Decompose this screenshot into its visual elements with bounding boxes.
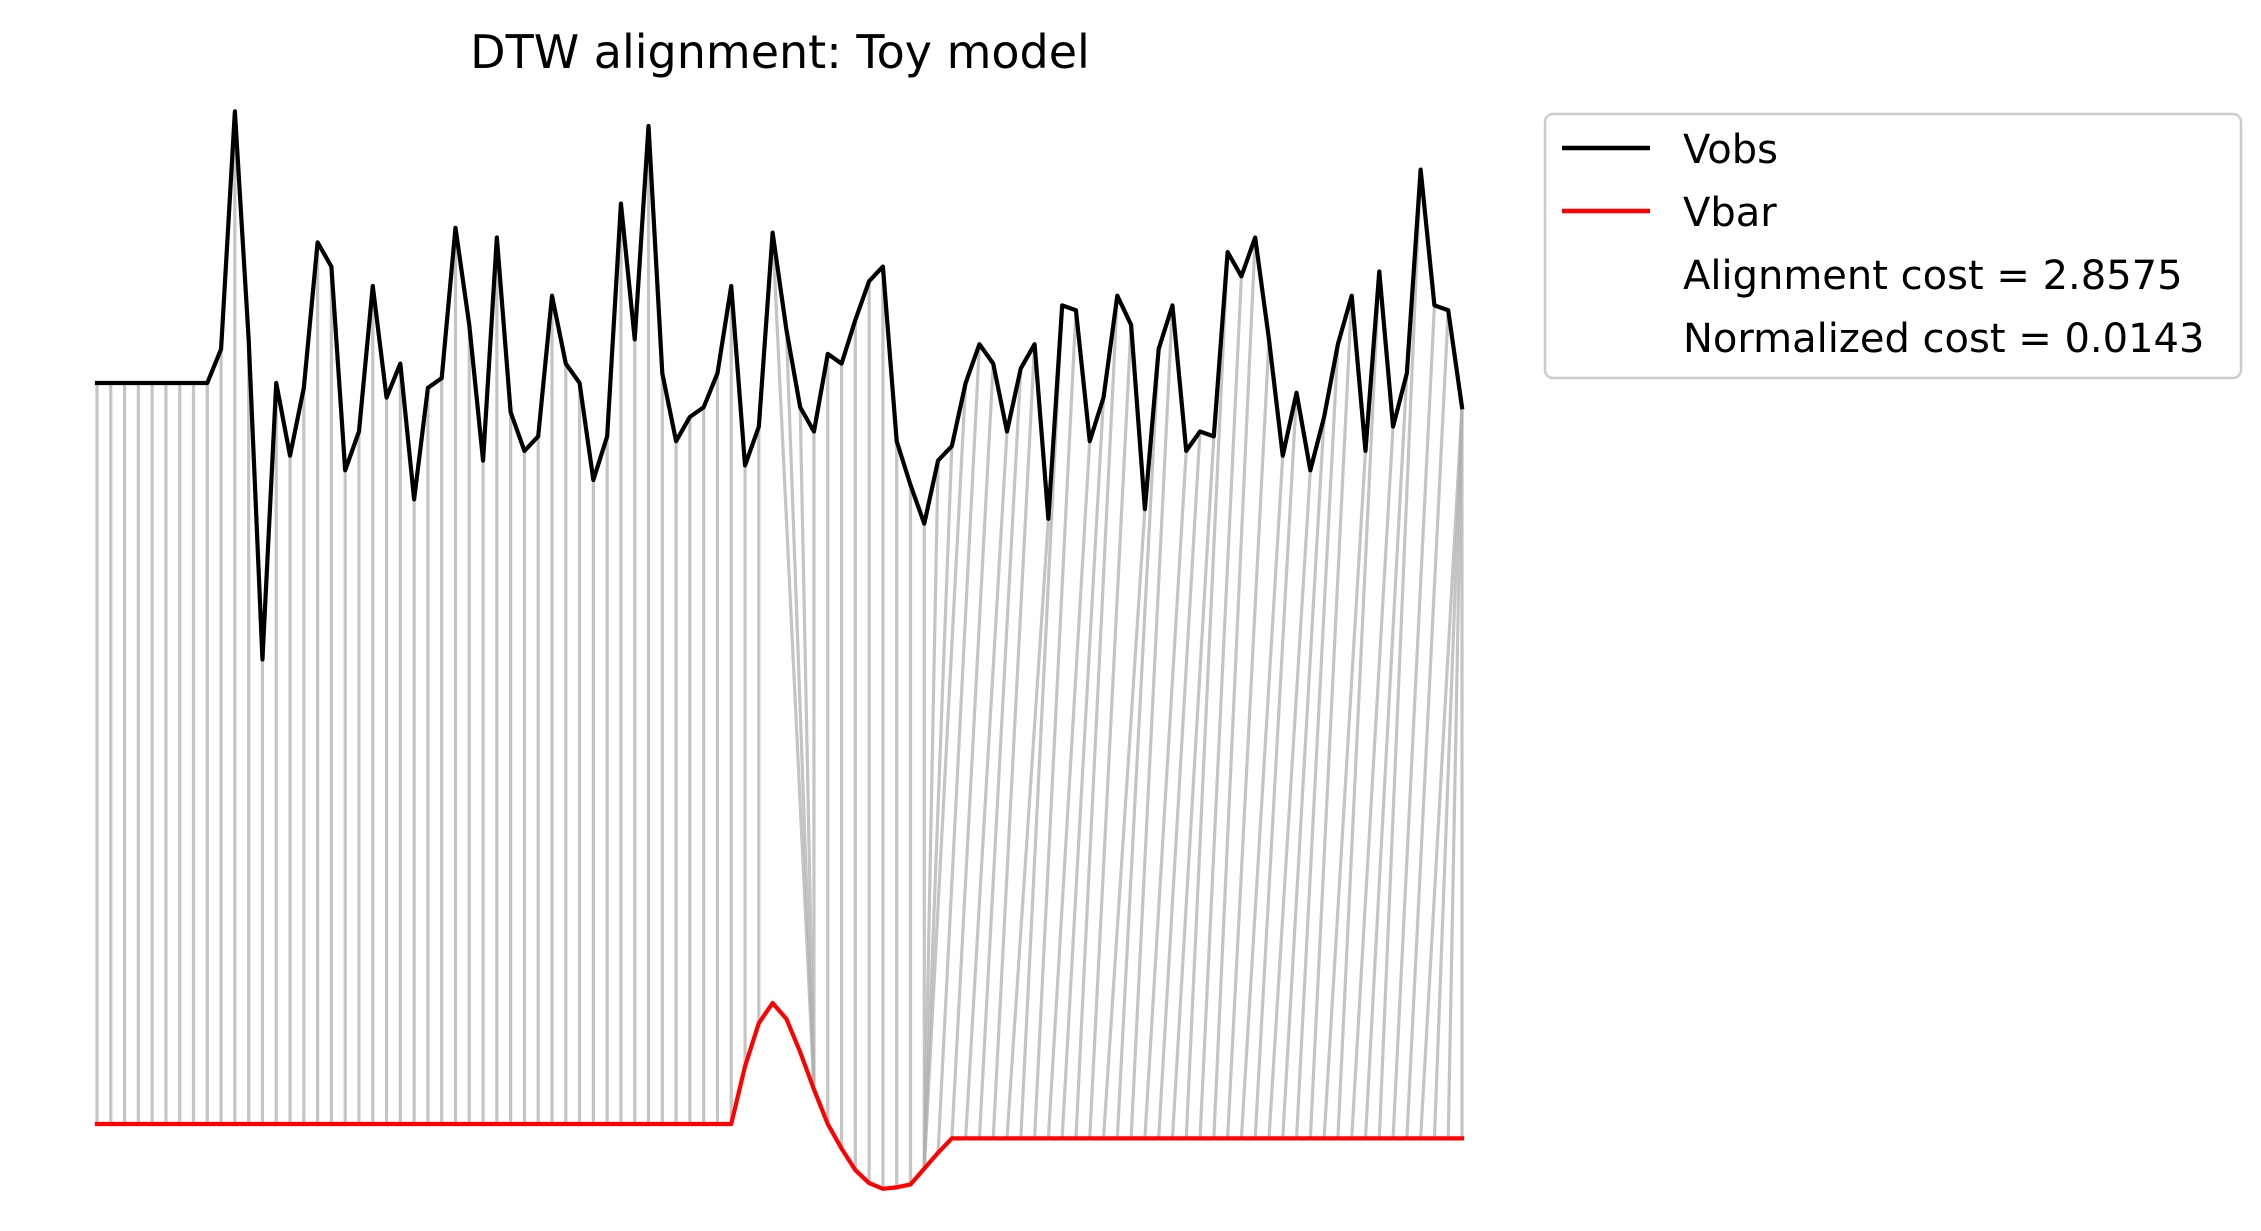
alignment-line: [922, 445, 954, 1169]
alignment-line: [1060, 397, 1106, 1139]
alignment-line: [1088, 324, 1133, 1139]
alignment-lines: [95, 111, 1464, 1189]
alignment-line: [1432, 407, 1464, 1139]
alignment-line: [1184, 251, 1230, 1139]
alignment-line: [1336, 271, 1381, 1139]
alignment-line: [1405, 310, 1450, 1139]
alignment-line: [936, 344, 982, 1153]
alignment-line: [964, 431, 1009, 1139]
alignment-line: [1391, 305, 1437, 1139]
legend-label: Vbar: [1683, 190, 1777, 236]
legend-label: Vobs: [1683, 127, 1778, 173]
legend-box: [1543, 112, 2243, 380]
alignment-line: [1170, 436, 1216, 1139]
series-line-vbar: [94, 1000, 1465, 1191]
alignment-line: [922, 382, 968, 1169]
legend-label: Normalized cost = 0.0143: [1683, 316, 2204, 362]
alignment-line: [771, 232, 816, 1090]
alignment-line: [1046, 441, 1092, 1139]
alignment-line: [1350, 426, 1395, 1139]
alignment-line: [1446, 407, 1464, 1139]
chart-title: DTW alignment: Toy model: [470, 25, 1090, 79]
alignment-line: [1005, 518, 1050, 1139]
alignment-line: [784, 329, 816, 1090]
alignment-line: [1212, 237, 1257, 1139]
alignment-line: [1143, 450, 1188, 1139]
legend: Vobs Vbar Alignment cost = 2.8575 Normalize…: [1543, 112, 2243, 380]
alignment-line: [798, 407, 816, 1090]
alignment-line: [1267, 470, 1312, 1139]
alignment-line: [1129, 305, 1175, 1139]
series-layer: [94, 109, 1465, 1191]
alignment-line: [1032, 310, 1078, 1139]
alignment-line: [1294, 344, 1340, 1139]
alignment-line: [1115, 348, 1161, 1139]
alignment-line: [1308, 295, 1354, 1139]
alignment-line: [922, 460, 940, 1169]
series-line-vobs: [94, 109, 1465, 662]
alignment-line: [1322, 450, 1368, 1139]
alignment-line: [1157, 431, 1202, 1139]
alignment-line: [1226, 339, 1271, 1139]
alignment-line: [1101, 508, 1147, 1139]
alignment-line: [1253, 392, 1299, 1139]
legend-label: Alignment cost = 2.8575: [1683, 253, 2183, 299]
alignment-line: [1419, 407, 1464, 1139]
alignment-line: [1281, 416, 1326, 1139]
alignment-line: [991, 344, 1037, 1139]
alignment-line: [1377, 169, 1423, 1139]
legend-entries: Vobs Vbar Alignment cost = 2.8575 Normalize…: [1562, 127, 2204, 362]
alignment-line: [1074, 295, 1119, 1139]
alignment-line: [1239, 455, 1285, 1139]
alignment-line: [977, 368, 1023, 1139]
alignment-line: [950, 363, 995, 1139]
alignment-line: [1363, 373, 1409, 1139]
alignment-line: [1198, 276, 1243, 1139]
